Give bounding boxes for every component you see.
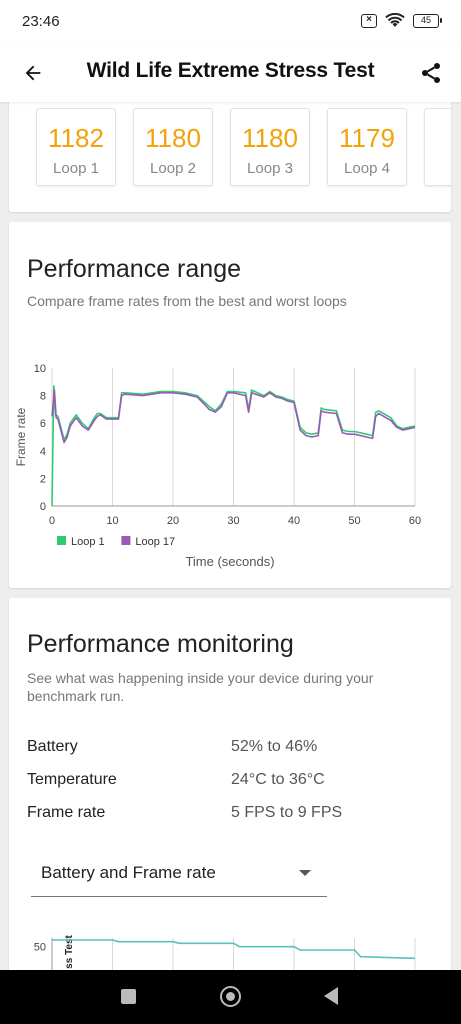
dropdown-selected: Battery and Frame rate xyxy=(41,863,216,882)
legend-label: Loop 17 xyxy=(135,536,175,548)
loop-label: Loop 2 xyxy=(150,160,196,177)
home-button[interactable] xyxy=(220,986,241,1007)
battery-icon: 45 xyxy=(413,14,442,28)
x-tick-label: 20 xyxy=(167,515,179,527)
recents-button[interactable] xyxy=(121,989,136,1004)
loop-scores-card: 1182 Loop 1 1180 Loop 2 1180 Loop 3 1179… xyxy=(9,96,451,212)
loop-score: 1182 xyxy=(48,123,104,153)
status-bar: 23:46 × 45 xyxy=(0,0,461,44)
x-tick-label: 60 xyxy=(409,515,421,527)
loop-score-box[interactable]: 1182 Loop 1 xyxy=(36,108,116,186)
legend-swatch xyxy=(57,536,66,545)
x-tick-label: 40 xyxy=(288,515,300,527)
share-button[interactable] xyxy=(415,57,447,89)
monitor-row-frame-rate: Frame rate 5 FPS to 9 FPS xyxy=(27,804,437,822)
frame-rate-chart: 0 10 20 30 40 50 60 0 2 4 6 8 10 Frame rate Loop 1 Loop… xyxy=(14,363,421,569)
performance-monitoring-title: Performance monitoring xyxy=(27,630,294,658)
no-sim-icon: × xyxy=(361,14,377,28)
performance-monitoring-card: Performance monitoring See what was happ… xyxy=(9,598,451,998)
loop-label: Loop 4 xyxy=(344,160,390,177)
system-nav-bar xyxy=(0,970,461,1024)
series-line xyxy=(51,385,416,507)
y-tick-label: 8 xyxy=(40,391,46,403)
monitor-label: Frame rate xyxy=(27,804,106,821)
performance-monitoring-subtitle-1: See what was happening inside your devic… xyxy=(27,670,374,686)
system-back-button[interactable] xyxy=(324,987,338,1005)
loop-label: Loop 3 xyxy=(247,160,293,177)
page-title: Wild Life Extreme Stress Test xyxy=(86,59,375,82)
loop-score-box-partial[interactable] xyxy=(424,108,451,186)
wifi-icon xyxy=(385,13,405,27)
y-tick-label: 2 xyxy=(40,473,46,485)
legend-label: Loop 1 xyxy=(71,536,105,548)
monitor-label: Temperature xyxy=(27,771,117,788)
y-axis-label: ss Test xyxy=(64,934,75,968)
back-button[interactable] xyxy=(18,58,48,88)
x-axis-label: Time (seconds) xyxy=(185,554,274,569)
y-tick-label: 0 xyxy=(40,501,46,513)
loop-score: 1179 xyxy=(339,123,395,153)
loop-score-box[interactable]: 1179 Loop 4 xyxy=(327,108,407,186)
loop-score-box[interactable]: 1180 Loop 2 xyxy=(133,108,213,186)
x-tick-label: 10 xyxy=(106,515,118,527)
performance-range-title: Performance range xyxy=(27,255,242,283)
share-icon xyxy=(422,63,440,83)
series-line xyxy=(52,939,416,960)
x-tick-label: 30 xyxy=(227,515,239,527)
arrow-back-icon xyxy=(25,65,41,81)
monitor-value: 52% to 46% xyxy=(231,738,318,755)
x-tick-label: 0 xyxy=(49,515,55,527)
y-tick-label: 6 xyxy=(40,418,46,430)
y-tick-label: 50 xyxy=(34,942,46,954)
loop-score: 1180 xyxy=(145,123,201,153)
status-time: 23:46 xyxy=(22,13,60,30)
monitor-row-temperature: Temperature 24°C to 36°C xyxy=(27,771,437,789)
dropdown-arrow-icon xyxy=(299,870,311,876)
monitor-value: 24°C to 36°C xyxy=(231,771,325,788)
performance-monitoring-subtitle-2: benchmark run. xyxy=(27,688,125,704)
performance-range-card: Performance range Compare frame rates fr… xyxy=(9,222,451,588)
y-axis-label: Frame rate xyxy=(14,407,28,466)
y-tick-label: 4 xyxy=(40,446,46,458)
monitor-label: Battery xyxy=(27,738,78,755)
x-tick-label: 50 xyxy=(348,515,360,527)
chart-type-dropdown[interactable]: Battery and Frame rate xyxy=(31,850,327,897)
loop-score-box[interactable]: 1180 Loop 3 xyxy=(230,108,310,186)
monitor-row-battery: Battery 52% to 46% xyxy=(27,738,437,756)
loop-score: 1180 xyxy=(242,123,298,153)
series-line xyxy=(51,389,416,444)
y-tick-label: 10 xyxy=(34,363,46,375)
loop-label: Loop 1 xyxy=(53,160,99,177)
app-bar: Wild Life Extreme Stress Test xyxy=(0,44,461,102)
monitor-value: 5 FPS to 9 FPS xyxy=(231,804,343,821)
performance-range-subtitle: Compare frame rates from the best and wo… xyxy=(27,293,347,309)
legend-swatch xyxy=(121,536,131,545)
status-icons: × 45 xyxy=(361,13,442,29)
